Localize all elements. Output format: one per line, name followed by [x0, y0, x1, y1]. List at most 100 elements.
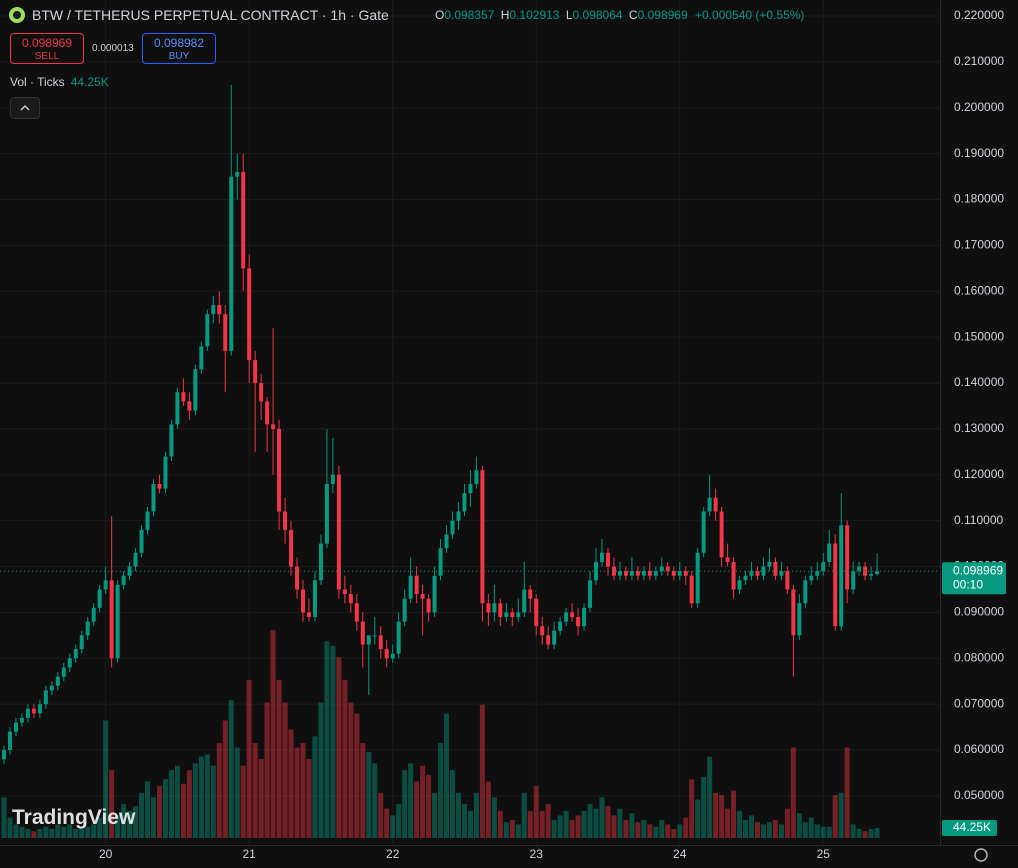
candle-body [671, 571, 676, 576]
axis-divider [940, 0, 941, 845]
buy-button[interactable]: 0.098982 BUY [142, 33, 216, 64]
candle-body [803, 580, 808, 604]
candle-body [79, 635, 84, 650]
candle-body [875, 571, 880, 575]
volume-bar [324, 641, 330, 838]
candle-body [695, 552, 700, 604]
volume-bar [509, 819, 515, 838]
collapse-button[interactable] [10, 97, 40, 119]
spread: 0.000013 [92, 43, 134, 54]
axis-layer: 0.050000 0.060000 0.070000 0.080000 0.090000… [99, 8, 1006, 861]
candle-body [605, 552, 610, 567]
candle-body [653, 571, 658, 576]
volume-bar [366, 752, 372, 838]
volume-bar [689, 779, 695, 838]
volume-bar [749, 815, 754, 838]
volume-bar [485, 781, 491, 838]
volume-bar [156, 786, 162, 838]
candle-body [510, 612, 515, 618]
volume-bar [617, 808, 623, 838]
volume-bar [432, 792, 438, 838]
volume-bar [378, 792, 384, 838]
countdown: 00:10 [953, 577, 983, 591]
volume-bar [814, 824, 820, 838]
candle-body [600, 552, 604, 562]
volume-bar [701, 776, 707, 838]
candle-body [779, 571, 784, 576]
candle-body [414, 575, 419, 595]
y-tick-label: 0.070000 [954, 696, 1004, 710]
volume-bar [228, 700, 234, 838]
candle-body [318, 543, 323, 581]
volume-bar [258, 758, 264, 838]
candle-body [462, 493, 467, 512]
volume-bar [557, 815, 563, 838]
volume-bar [467, 810, 473, 838]
volume-bar [659, 819, 665, 838]
volume-bar [390, 815, 396, 838]
volume-bar [67, 824, 73, 838]
change: +0.000540 (+0.55%) [695, 8, 805, 22]
candle-body [193, 369, 198, 411]
volume-bar [384, 808, 390, 838]
candle-body [839, 525, 844, 627]
candle-body [438, 548, 443, 576]
settings-icon[interactable] [974, 848, 988, 862]
candle-body [623, 571, 628, 576]
volume-bar [515, 824, 521, 838]
candle-body [199, 346, 204, 370]
volume-bar [216, 743, 222, 838]
volume-bar [778, 824, 784, 838]
volume-bar [665, 824, 671, 838]
candle-body [223, 314, 228, 351]
volume-bar [252, 743, 258, 838]
title: BTW / TETHERUS PERPETUAL CONTRACT · 1h ·… [32, 7, 389, 23]
volume-bar [713, 792, 719, 838]
ohlc-key: C [628, 8, 638, 22]
candle-body [241, 172, 246, 269]
volume-bar [103, 720, 109, 838]
volume-bar [563, 810, 569, 838]
candle-body [271, 424, 276, 429]
candle-body [588, 580, 593, 608]
candle-body [677, 571, 682, 576]
candle-body [348, 594, 353, 604]
volume-bar [19, 826, 25, 838]
volume-bar [455, 792, 461, 838]
sell-button[interactable]: 0.098969 SELL [10, 33, 84, 64]
candle-body [576, 617, 581, 627]
volume-bar [868, 828, 874, 838]
volume-bar [719, 795, 725, 838]
candle-body [342, 589, 347, 595]
buy-price: 0.098982 [153, 36, 205, 50]
volume-bar [862, 831, 868, 838]
candle-body [205, 314, 210, 347]
candle-body [109, 580, 114, 659]
candle-body [522, 589, 527, 613]
candle-body [480, 470, 485, 604]
volume-bar [420, 765, 426, 838]
candle-body [163, 456, 168, 489]
candle-body [97, 589, 102, 608]
candle-body [2, 750, 6, 760]
volume-bar [605, 806, 611, 838]
candle-body [534, 598, 539, 627]
candle-body [486, 603, 491, 613]
candle-body [504, 612, 509, 618]
ohlc-value: 0.098064 [572, 8, 623, 22]
candle-body [139, 529, 144, 553]
axis-divider [0, 845, 1018, 846]
volume-bar [402, 770, 408, 838]
candle-body [103, 580, 108, 590]
candle-body [582, 607, 587, 627]
candle-body [767, 561, 772, 567]
volume-bar [270, 630, 276, 838]
volume-bar [527, 810, 533, 838]
y-tick-label: 0.150000 [954, 329, 1004, 343]
ohlc-legend: O0.098357 H0.102913 L0.098064 C0.098969 … [432, 8, 804, 22]
volume-bar [575, 815, 581, 838]
candle-body [19, 717, 24, 723]
y-tick-label: 0.120000 [954, 467, 1004, 481]
candle-body [540, 626, 545, 636]
